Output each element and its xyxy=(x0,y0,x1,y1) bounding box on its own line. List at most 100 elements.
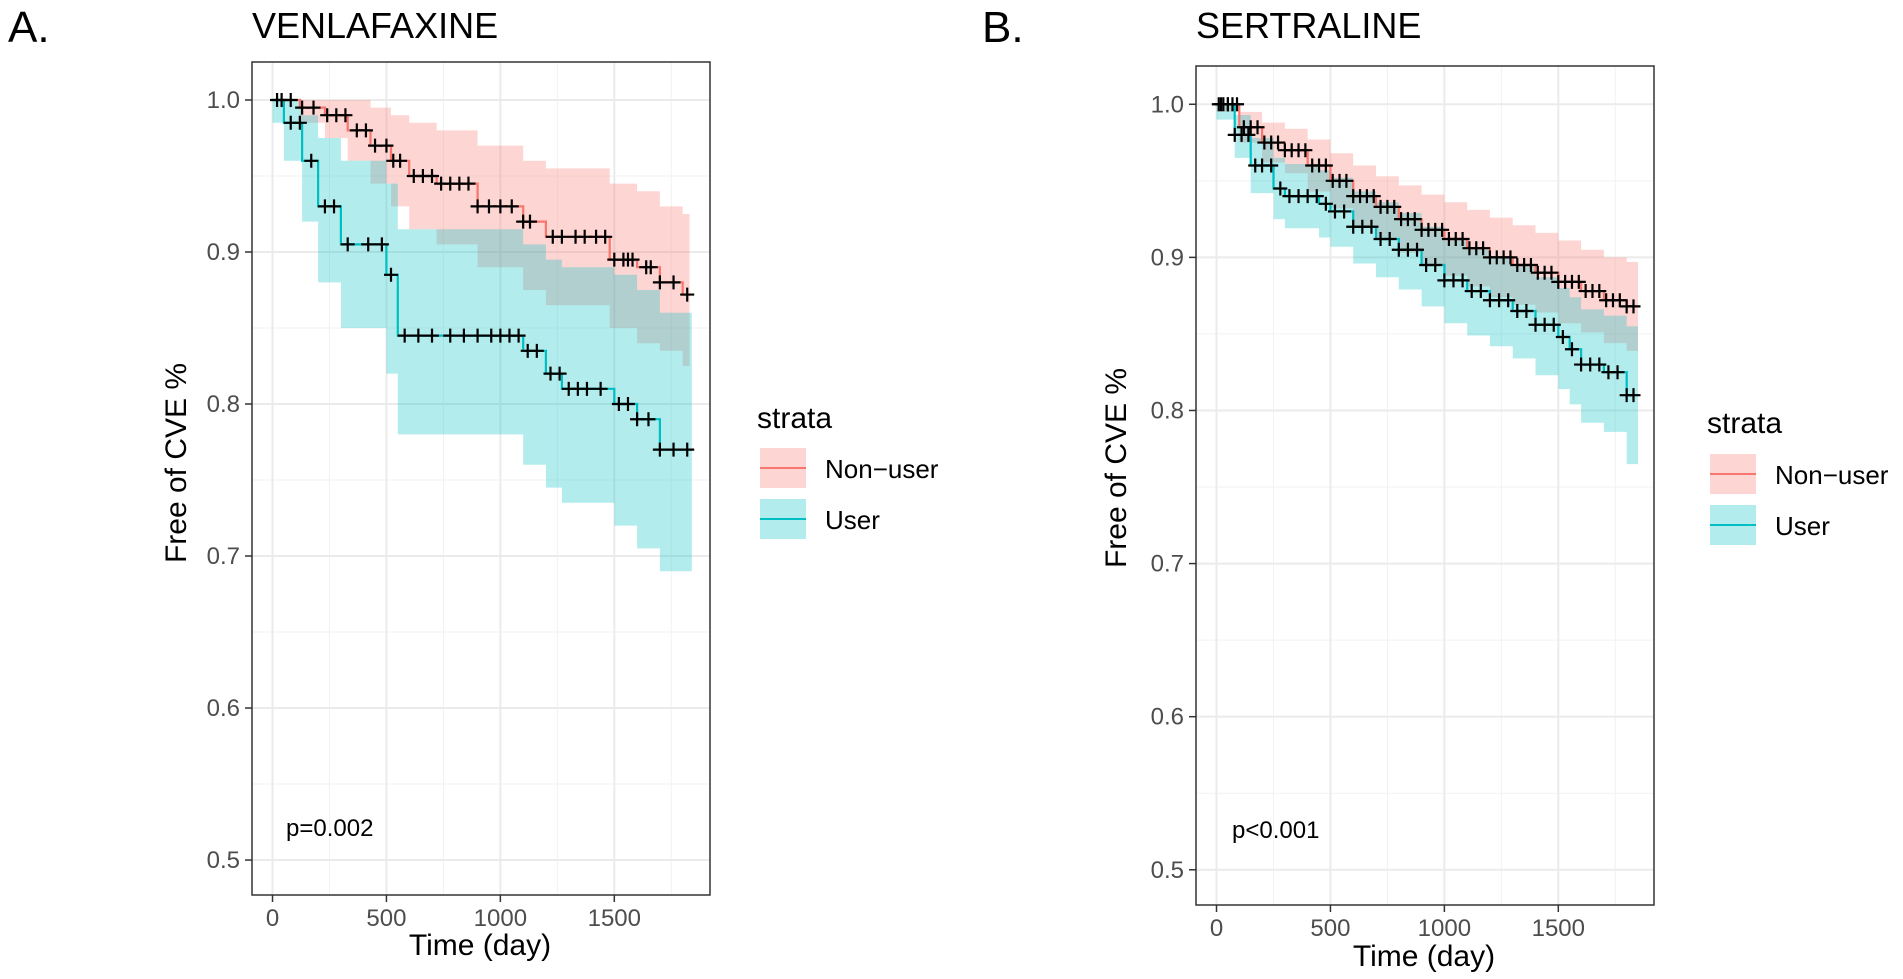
y-tick-label: 0.5 xyxy=(207,847,240,874)
y-axis-label: Free of CVE % xyxy=(160,363,193,563)
censor-mark xyxy=(1612,293,1627,308)
p-value-annotation: p=0.002 xyxy=(286,815,373,842)
y-tick-label: 0.7 xyxy=(1151,551,1184,578)
plot-title: SERTRALINE xyxy=(1196,5,1421,46)
censor-mark xyxy=(470,328,485,343)
censor-mark xyxy=(1455,232,1470,247)
censor-mark xyxy=(274,93,289,108)
censor-mark xyxy=(379,138,394,153)
y-tick-label: 0.5 xyxy=(1151,857,1184,884)
legend-title: strata xyxy=(1707,407,1782,440)
censor-mark xyxy=(374,237,389,252)
legend-item-non-user: Non−user xyxy=(1710,454,1889,494)
censor-mark xyxy=(383,267,398,282)
censor-mark xyxy=(425,169,440,184)
censor-mark xyxy=(1503,250,1518,265)
censor-mark xyxy=(680,442,695,457)
censor-mark xyxy=(1435,222,1450,237)
censor-mark xyxy=(652,442,667,457)
y-tick-label: 0.8 xyxy=(1151,397,1184,424)
censor-mark xyxy=(361,237,376,252)
censor-mark xyxy=(397,328,412,343)
p-value-annotation: p<0.001 xyxy=(1232,817,1319,844)
legend-label-user: User xyxy=(825,505,880,535)
censor-mark xyxy=(529,343,544,358)
censor-mark xyxy=(1592,357,1607,372)
y-tick-label: 0.7 xyxy=(207,543,240,570)
censor-mark xyxy=(598,229,613,244)
censor-mark xyxy=(456,328,471,343)
legend-item-user: User xyxy=(760,499,880,539)
censor-mark xyxy=(1366,189,1381,204)
censor-mark xyxy=(1309,189,1324,204)
censor-mark xyxy=(504,199,519,214)
censor-mark xyxy=(411,328,426,343)
plot-area: 0 500 1000 1500 0.5 0.6 0.7 0.8 0.9 1.0 xyxy=(207,61,711,932)
legend-item-non-user: Non−user xyxy=(760,448,939,488)
y-tick-label: 0.9 xyxy=(1151,244,1184,271)
plot-border xyxy=(251,61,711,896)
censor-mark xyxy=(292,115,307,130)
censor-mark xyxy=(1571,274,1586,289)
censor-mark xyxy=(1271,135,1286,150)
panel-sertraline: B. SERTRALINE 0 500 1000 1500 0.5 0.6 0.7 0.8 0.… xyxy=(982,3,1889,973)
censor-mark xyxy=(1364,219,1379,234)
censor-mark xyxy=(1519,303,1534,318)
censor-mark xyxy=(652,275,667,290)
y-tick-label: 0.9 xyxy=(207,239,240,266)
censor-mark xyxy=(625,252,640,267)
censor-mark xyxy=(1298,143,1313,158)
legend: strata Non−user User xyxy=(1707,407,1889,545)
censor-mark xyxy=(552,366,567,381)
censor-mark xyxy=(1273,181,1288,196)
censor-mark xyxy=(443,328,458,343)
censor-mark xyxy=(1382,232,1397,247)
legend: strata Non−user User xyxy=(757,402,939,539)
censor-mark xyxy=(358,123,373,138)
censor-mark xyxy=(1339,173,1354,188)
censor-mark xyxy=(1501,293,1516,308)
y-tick-label: 1.0 xyxy=(207,87,240,114)
censor-mark xyxy=(1546,317,1561,332)
censor-mark xyxy=(579,381,594,396)
censor-mark xyxy=(522,214,537,229)
censor-mark xyxy=(643,260,658,275)
y-tick-label: 1.0 xyxy=(1151,91,1184,118)
censor-mark xyxy=(1544,265,1559,280)
censor-mark xyxy=(1626,299,1641,314)
x-tick-label: 1500 xyxy=(588,905,641,932)
ci-band-user xyxy=(1216,104,1638,465)
censor-mark xyxy=(1241,127,1256,142)
censor-mark xyxy=(1476,241,1491,256)
censor-mark xyxy=(1318,158,1333,173)
censor-mark xyxy=(1564,342,1579,357)
legend-label-non-user: Non−user xyxy=(1775,460,1889,490)
y-tick-label: 0.6 xyxy=(207,695,240,722)
censor-mark xyxy=(1387,199,1402,214)
panel-label: B. xyxy=(982,3,1024,52)
censor-mark xyxy=(1455,273,1470,288)
censor-mark xyxy=(1318,196,1333,211)
censor-mark xyxy=(304,153,319,168)
censor-mark xyxy=(620,397,635,412)
panel-venlafaxine: A. VENLAFAXINE 0 500 1000 15000.50.60.70.80… xyxy=(8,3,939,962)
x-axis-label: Time (day) xyxy=(1353,940,1495,973)
y-axis-label: Free of CVE % xyxy=(1100,368,1133,568)
x-tick-label: 1000 xyxy=(1418,915,1471,942)
x-tick-label: 1000 xyxy=(474,905,527,932)
censor-mark xyxy=(1337,204,1352,219)
ci-band-non-user xyxy=(272,100,690,366)
censor-mark xyxy=(1264,158,1279,173)
censor-mark xyxy=(666,442,681,457)
censor-mark xyxy=(1250,120,1265,135)
censor-mark xyxy=(1626,388,1641,403)
censor-mark xyxy=(393,153,408,168)
y-tick-label: 0.6 xyxy=(1151,704,1184,731)
censor-mark xyxy=(680,287,695,302)
x-tick-label: 0 xyxy=(266,905,279,932)
censor-mark xyxy=(1407,212,1422,227)
legend-label-user: User xyxy=(1775,511,1830,541)
x-axis-label: Time (day) xyxy=(409,929,551,962)
censor-mark xyxy=(1220,97,1235,112)
legend-item-user: User xyxy=(1710,505,1830,545)
